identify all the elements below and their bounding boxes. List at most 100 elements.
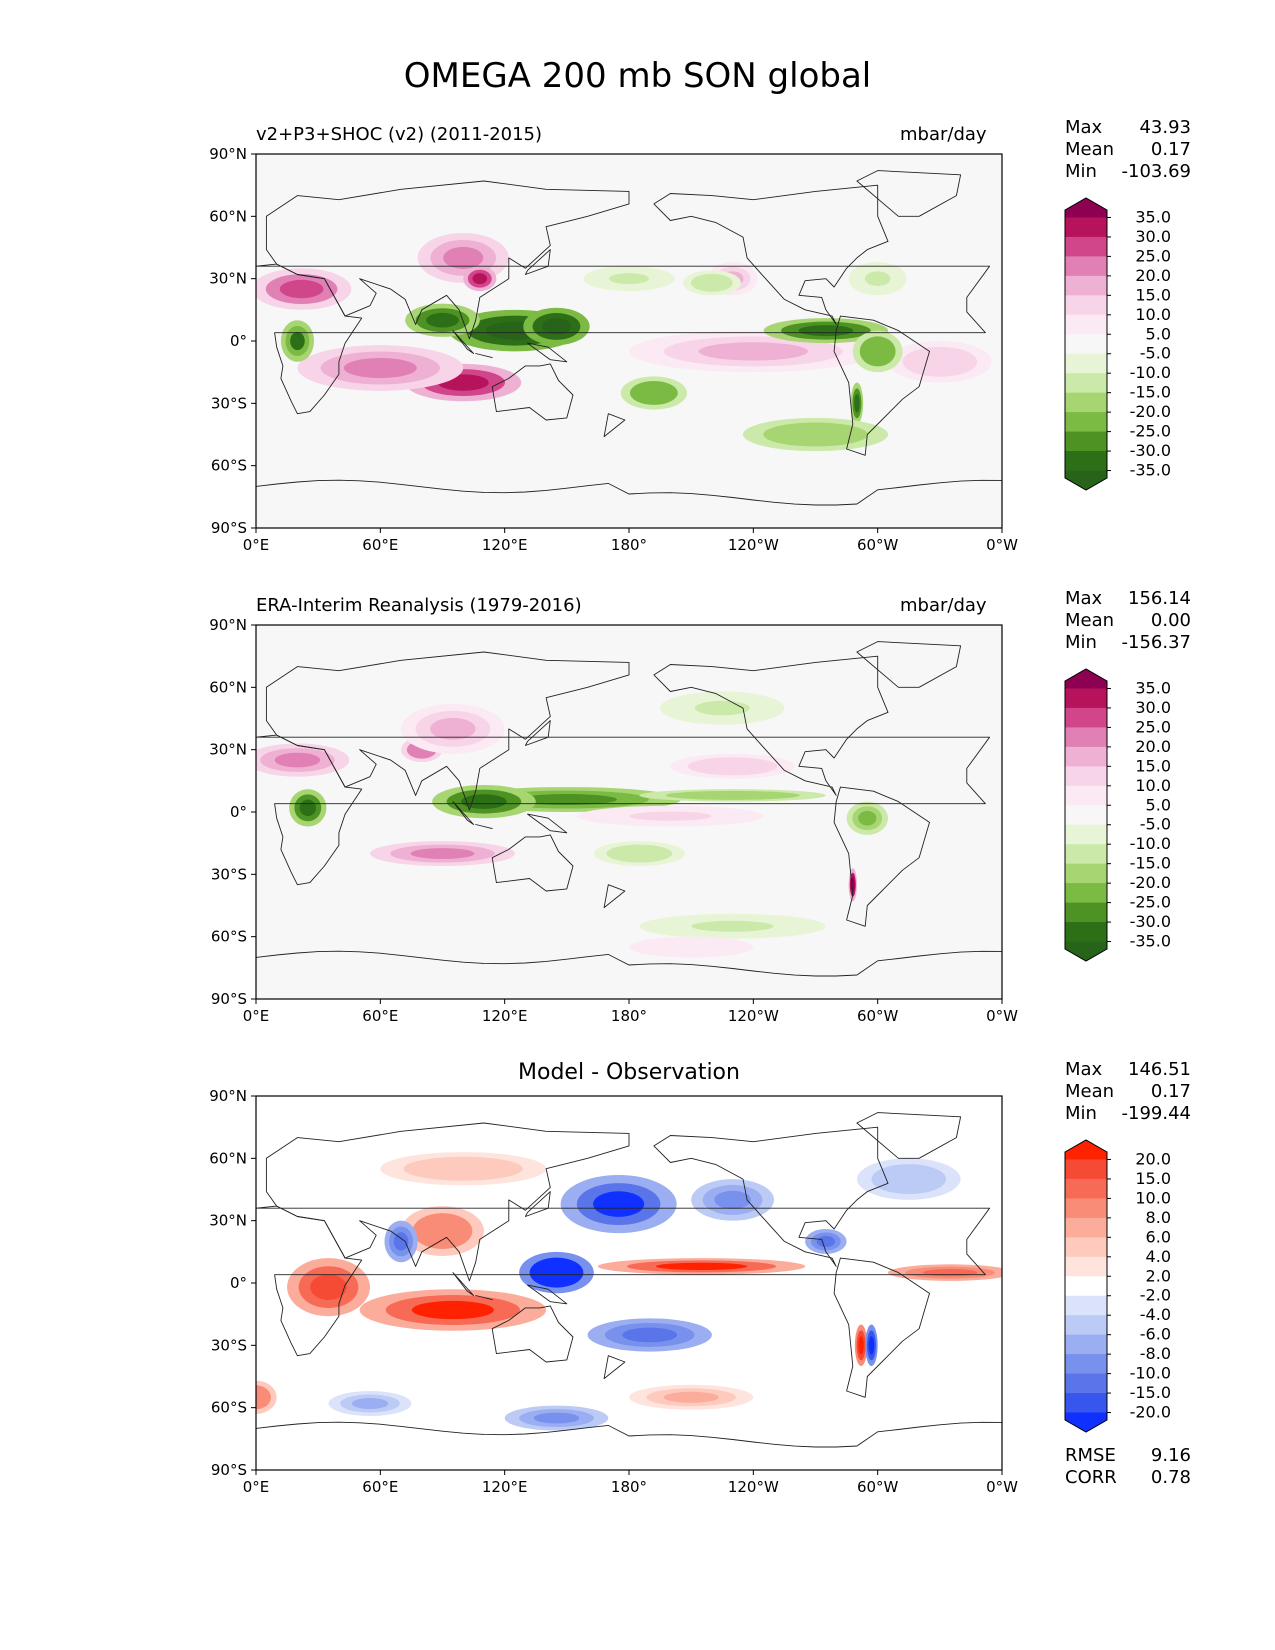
data-blob-5-1 <box>606 844 673 863</box>
colorbar-segment <box>1065 727 1107 748</box>
colorbar-label: -15.0 <box>1130 383 1171 402</box>
data-blob-6-2 <box>593 1191 645 1217</box>
data-blob-18-2 <box>885 1169 932 1189</box>
data-blob-13-0 <box>670 753 795 779</box>
colorbar-label: -4.0 <box>1140 1305 1171 1324</box>
colorbar-segment <box>1065 1373 1107 1394</box>
y-tick-label: 30°N <box>209 741 247 759</box>
colorbar-segment <box>1065 1315 1107 1336</box>
data-blob-18-1 <box>856 266 899 291</box>
data-blob-10-2 <box>430 717 476 740</box>
coastline-4 <box>475 353 493 359</box>
colorbar-label: 20.0 <box>1135 266 1171 285</box>
data-blob-1-2 <box>655 1262 748 1271</box>
coastline-0 <box>256 1205 991 1357</box>
colorbar-label: -35.0 <box>1130 461 1171 480</box>
data-blob-13-2 <box>256 1389 266 1405</box>
colorbar-segment <box>1065 314 1107 335</box>
data-blob-7-0 <box>888 341 992 383</box>
data-blob-0-2 <box>516 794 617 806</box>
x-tick-label: 120°E <box>482 536 528 554</box>
y-tick-label: 90°S <box>211 1461 247 1479</box>
x-tick-label: 0°E <box>243 1007 270 1025</box>
data-blob-1-0 <box>297 345 464 391</box>
coastline-6 <box>524 720 551 746</box>
data-blob-19-1 <box>596 269 662 288</box>
colorbar-label: -30.0 <box>1130 441 1171 460</box>
data-field <box>256 232 992 452</box>
colorbar-label: 5.0 <box>1146 324 1171 343</box>
colorbar-segment <box>1065 1276 1107 1297</box>
y-tick-label: 30°N <box>209 270 247 288</box>
coastline-6 <box>524 249 551 275</box>
data-blob-17-2 <box>699 277 725 289</box>
data-blob-3-0 <box>417 232 509 283</box>
data-blob-17-1 <box>403 1156 523 1181</box>
data-blob-1-1 <box>626 1260 777 1273</box>
data-blob-4-0 <box>846 801 889 835</box>
colorbar-segment <box>1065 1334 1107 1355</box>
y-tick-label: 30°N <box>209 1212 247 1230</box>
data-blob-2-2 <box>691 792 774 799</box>
figure-title: OMEGA 200 mb SON global <box>403 56 872 96</box>
data-blob-0-1 <box>421 369 505 397</box>
coastline-2 <box>491 834 574 892</box>
colorbar-segment <box>1065 334 1107 355</box>
y-tick-label: 30°S <box>211 1336 247 1354</box>
data-blob-1-0 <box>432 784 536 819</box>
x-tick-label: 60°E <box>362 1007 398 1025</box>
colorbar-outline <box>1064 197 1108 491</box>
data-blob-15-1 <box>646 939 736 955</box>
coastline-10 <box>856 170 962 217</box>
data-blob-16-0 <box>328 1391 412 1416</box>
x-tick-label: 120°W <box>728 536 779 554</box>
x-tick-label: 60°E <box>362 1478 398 1496</box>
data-blob-18-2 <box>864 271 891 286</box>
data-blob-0-0 <box>519 1251 594 1294</box>
data-blob-15-0 <box>850 382 864 425</box>
colorbar-label: 5.0 <box>1146 795 1171 814</box>
coastline-5 <box>527 813 568 834</box>
x-tick-label: 0°E <box>243 536 270 554</box>
colorbar-outline <box>1064 1139 1108 1433</box>
data-blob-6-2 <box>721 271 744 286</box>
data-blob-0-1 <box>484 790 649 809</box>
data-blob-14-2 <box>533 1412 580 1424</box>
y-tick-label: 60°N <box>209 678 247 696</box>
data-blob-6-0 <box>560 1174 677 1234</box>
colorbar-label: 20.0 <box>1135 737 1171 756</box>
colorbar-label: -20.0 <box>1130 873 1171 892</box>
data-blob-10-0 <box>405 303 480 337</box>
colorbar-segment <box>1065 941 1107 961</box>
data-blob-13-0 <box>763 318 889 344</box>
colorbar-segment <box>1065 883 1107 904</box>
coastline-10 <box>856 641 962 688</box>
colorbar-segment <box>1065 1178 1107 1199</box>
colorbar-label: 30.0 <box>1135 227 1171 246</box>
data-blob-6-1 <box>576 1183 661 1225</box>
coastline-5 <box>527 342 568 363</box>
colorbar-segment <box>1065 412 1107 433</box>
map-frame <box>255 624 1003 1000</box>
colorbar-segment <box>1065 431 1107 452</box>
data-blob-5-1 <box>604 1322 695 1347</box>
colorbar-segment <box>1065 275 1107 296</box>
data-blob-10-2 <box>858 1336 864 1355</box>
data-blob-9-0 <box>384 1220 418 1263</box>
colorbar-label: -5.0 <box>1140 815 1171 834</box>
colorbar-segment <box>1065 863 1107 884</box>
data-blob-10-1 <box>415 308 470 333</box>
data-blob-12-1 <box>810 1232 841 1251</box>
panel3-corr: CORR 0.78 <box>1065 1467 1191 1488</box>
colorbar-segment <box>1065 217 1107 238</box>
data-blob-7-1 <box>902 346 978 377</box>
data-blob-4-0 <box>463 266 497 292</box>
y-tick-label: 60°S <box>211 928 247 946</box>
coastline-antarctica <box>256 1421 1002 1448</box>
colorbar-label: -6.0 <box>1140 1325 1171 1344</box>
x-tick-label: 180° <box>611 536 647 554</box>
coastline-9 <box>833 1257 930 1398</box>
data-blob-6-1 <box>714 266 751 291</box>
data-blob-12-1 <box>629 380 678 405</box>
colorbar-segment <box>1065 785 1107 806</box>
